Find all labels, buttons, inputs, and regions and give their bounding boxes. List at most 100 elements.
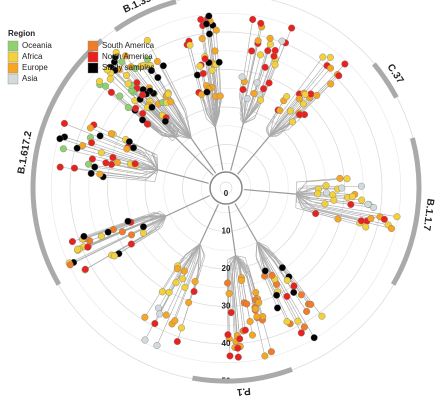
tip	[68, 238, 76, 246]
tip	[56, 163, 64, 171]
tip	[203, 88, 211, 96]
tip	[141, 313, 149, 321]
tip	[95, 77, 103, 85]
tip	[159, 62, 167, 70]
legend-label: Study samples	[102, 63, 154, 72]
branch	[85, 215, 167, 239]
tip	[177, 324, 185, 332]
branch	[268, 56, 324, 137]
tip	[205, 30, 213, 38]
tip	[148, 103, 156, 111]
branch	[199, 66, 216, 128]
branch	[129, 141, 159, 170]
tip	[88, 139, 96, 147]
tip	[312, 210, 320, 218]
branch	[199, 204, 219, 245]
branch	[243, 82, 270, 124]
tip	[118, 228, 126, 236]
tip	[164, 90, 172, 98]
branch	[115, 52, 180, 138]
tip	[310, 334, 318, 342]
clade-arc	[371, 62, 399, 99]
tip	[357, 217, 365, 225]
tip	[249, 15, 257, 23]
tip	[185, 299, 193, 307]
tip	[288, 24, 296, 32]
branch	[144, 243, 201, 318]
tip	[322, 182, 330, 190]
branch	[184, 243, 201, 288]
tip	[290, 282, 298, 290]
branch	[242, 54, 261, 124]
tip	[112, 48, 120, 56]
tip	[238, 277, 246, 285]
branch	[186, 44, 216, 128]
tip	[118, 58, 126, 66]
tip	[266, 40, 274, 48]
root-hub	[209, 171, 243, 205]
tip	[266, 34, 274, 42]
tip	[330, 196, 338, 204]
branch	[235, 255, 258, 317]
tip	[123, 71, 131, 79]
branch	[268, 92, 305, 137]
branch	[215, 30, 221, 128]
tip	[103, 66, 111, 74]
branch	[209, 33, 218, 128]
tip	[283, 276, 291, 284]
scale-label: 30	[222, 302, 231, 311]
branch	[99, 169, 159, 179]
branch	[90, 137, 159, 170]
tip	[201, 55, 209, 63]
tip	[227, 309, 235, 317]
scale-label: 20	[222, 264, 231, 273]
tip	[130, 144, 138, 152]
tip	[318, 312, 326, 320]
legend-swatch	[87, 62, 99, 74]
branch	[175, 137, 214, 176]
branch	[229, 255, 236, 348]
tip	[321, 200, 329, 208]
tip	[264, 47, 272, 55]
tip	[180, 267, 188, 275]
tip	[303, 307, 311, 315]
tip	[102, 159, 110, 167]
tip	[256, 51, 264, 59]
branch	[166, 195, 210, 217]
branch	[111, 215, 167, 256]
tip	[139, 229, 147, 237]
tip	[140, 61, 148, 69]
branch	[99, 81, 176, 138]
tip	[251, 305, 259, 313]
legend-swatch	[7, 73, 19, 85]
branch	[296, 193, 371, 219]
branch	[232, 255, 238, 336]
tip	[208, 66, 216, 74]
tip	[296, 111, 304, 119]
branch	[231, 255, 237, 342]
branch	[114, 215, 167, 257]
legend-label: Europe	[22, 63, 48, 72]
tip	[260, 85, 268, 93]
tip	[393, 213, 401, 221]
tip	[216, 92, 224, 100]
tip	[252, 289, 260, 297]
tip	[370, 203, 378, 211]
branch	[156, 243, 201, 346]
branch	[269, 95, 317, 137]
branch	[131, 215, 167, 245]
tip	[343, 175, 351, 183]
tip	[236, 335, 244, 343]
tip	[165, 288, 173, 296]
tip	[278, 264, 286, 272]
tip	[124, 104, 132, 112]
tip	[261, 352, 269, 360]
clade-arc	[192, 367, 293, 384]
branch	[256, 241, 288, 281]
tip	[224, 331, 232, 339]
branch	[265, 110, 281, 137]
tip	[307, 300, 315, 308]
tip	[243, 95, 251, 103]
branch	[256, 241, 302, 334]
tip	[270, 52, 278, 60]
